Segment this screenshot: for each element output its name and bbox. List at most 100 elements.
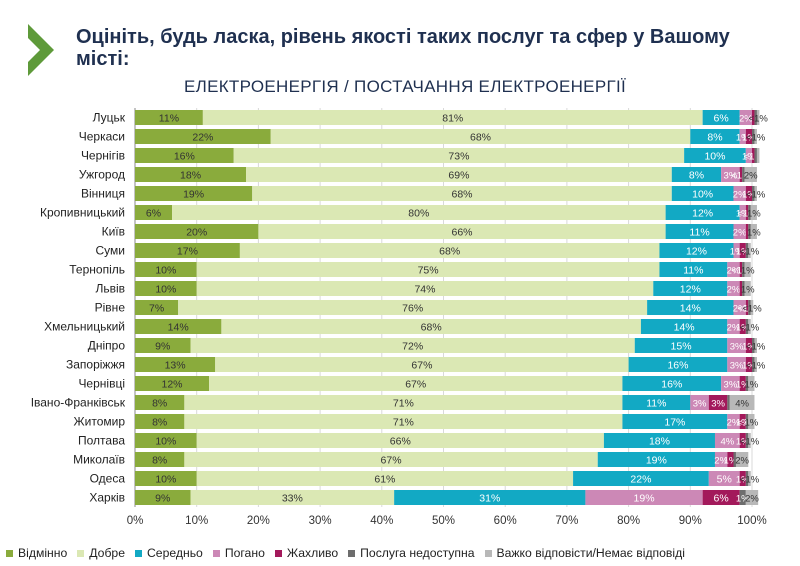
data-label: 10%	[155, 284, 176, 296]
bar-segment	[733, 300, 746, 315]
bar-segment	[745, 205, 749, 220]
data-label: 1%	[747, 209, 761, 220]
bar-segment	[750, 300, 754, 315]
data-label: 1%	[736, 437, 750, 448]
data-label: <1%	[737, 304, 757, 315]
bar-segment	[135, 319, 222, 334]
bar-segment	[748, 243, 751, 258]
bar-segment	[748, 224, 751, 239]
category-label: Рівне	[95, 301, 126, 315]
bar-segment	[135, 186, 253, 201]
bar-segment	[748, 414, 755, 429]
data-label: 68%	[439, 246, 460, 258]
bar-segment	[745, 414, 749, 429]
bar-segment	[135, 243, 240, 258]
data-label: 1%	[736, 133, 750, 144]
data-label: 2%	[727, 285, 741, 296]
category-label: Запоріжжя	[66, 358, 125, 372]
data-label: 3%	[730, 361, 744, 372]
bar-segment	[756, 110, 760, 125]
category-label: Івано-Франківськ	[31, 396, 126, 410]
data-label: 1%	[730, 247, 744, 258]
bar-segment	[748, 433, 751, 448]
bar-segment	[135, 490, 191, 505]
bar-segment	[135, 148, 234, 163]
bar-segment	[745, 129, 752, 144]
data-label: 7%	[149, 303, 164, 315]
bar-segment	[184, 414, 623, 429]
data-label: 3%	[724, 171, 738, 182]
bar-segment	[622, 376, 722, 391]
bar-segment	[745, 243, 749, 258]
bar-segment	[721, 167, 740, 182]
category-label: Вінниця	[81, 187, 125, 201]
data-label: 1%	[741, 266, 755, 277]
data-label: 16%	[174, 151, 195, 163]
x-tick-label: 50%	[432, 515, 455, 527]
bar-segment	[739, 243, 746, 258]
data-label: 71%	[393, 417, 414, 429]
bar-segment	[708, 395, 728, 410]
bar-segment	[745, 338, 752, 353]
bar-segment	[752, 338, 755, 353]
legend-swatch	[6, 549, 13, 557]
bar-segment	[135, 376, 210, 391]
data-label: 1%	[742, 152, 756, 163]
data-label: 12%	[680, 284, 701, 296]
bar-segment	[744, 167, 757, 182]
legend-swatch	[212, 549, 220, 557]
data-label: <1%	[740, 475, 760, 486]
bar-segment	[727, 357, 746, 372]
bar-segment	[745, 224, 749, 239]
bar-segment	[745, 357, 752, 372]
data-label: 1%	[736, 209, 750, 220]
category-label: Миколаїв	[73, 453, 125, 467]
bar-segment	[735, 452, 749, 467]
bar-segment	[135, 338, 191, 353]
data-label: <1%	[746, 361, 766, 372]
data-label: 1%	[736, 494, 750, 505]
data-label: 20%	[186, 227, 207, 239]
data-label: 10%	[155, 265, 176, 277]
data-label: 1%	[747, 228, 761, 239]
bar-segment	[659, 243, 734, 258]
data-label: 71%	[393, 398, 414, 410]
category-label: Луцьк	[93, 111, 126, 125]
bar-segment	[702, 110, 740, 125]
legend-swatch	[274, 549, 282, 557]
legend-label: Важко відповісти/Немає відповіді	[496, 546, 685, 560]
legend-item: Добре	[77, 546, 125, 560]
x-tick-label: 100%	[737, 515, 766, 527]
bar-segment	[628, 357, 728, 372]
data-label: 1%	[736, 475, 750, 486]
bar-segment	[739, 319, 746, 334]
data-label: 66%	[452, 227, 473, 239]
data-label: 17%	[177, 246, 198, 258]
legend-swatch	[484, 549, 492, 557]
data-label: <1%	[744, 152, 764, 163]
bar-segment	[752, 186, 755, 201]
bar-segment	[246, 167, 672, 182]
bar-segment	[754, 338, 757, 353]
category-label: Черкаси	[79, 130, 125, 144]
bar-segment	[748, 471, 751, 486]
legend-label: Погано	[224, 546, 265, 560]
data-label: 14%	[674, 322, 695, 334]
data-label: 3%	[730, 342, 744, 353]
data-label: 75%	[418, 265, 439, 277]
data-label: 81%	[442, 113, 463, 125]
data-label: 4%	[720, 437, 734, 448]
data-label: 3%	[711, 399, 725, 410]
data-label: 11%	[159, 113, 179, 125]
bar-segment	[135, 433, 197, 448]
data-label: 2%	[733, 228, 747, 239]
data-label: 68%	[452, 189, 473, 201]
data-label: 10%	[155, 436, 176, 448]
bar-segment	[742, 281, 745, 296]
data-label: 33%	[282, 493, 303, 505]
data-label: 2%	[739, 114, 753, 125]
data-label: 8%	[152, 455, 167, 467]
data-label: 14%	[168, 322, 189, 334]
bar-segment	[752, 129, 755, 144]
data-label: 17%	[664, 417, 685, 429]
